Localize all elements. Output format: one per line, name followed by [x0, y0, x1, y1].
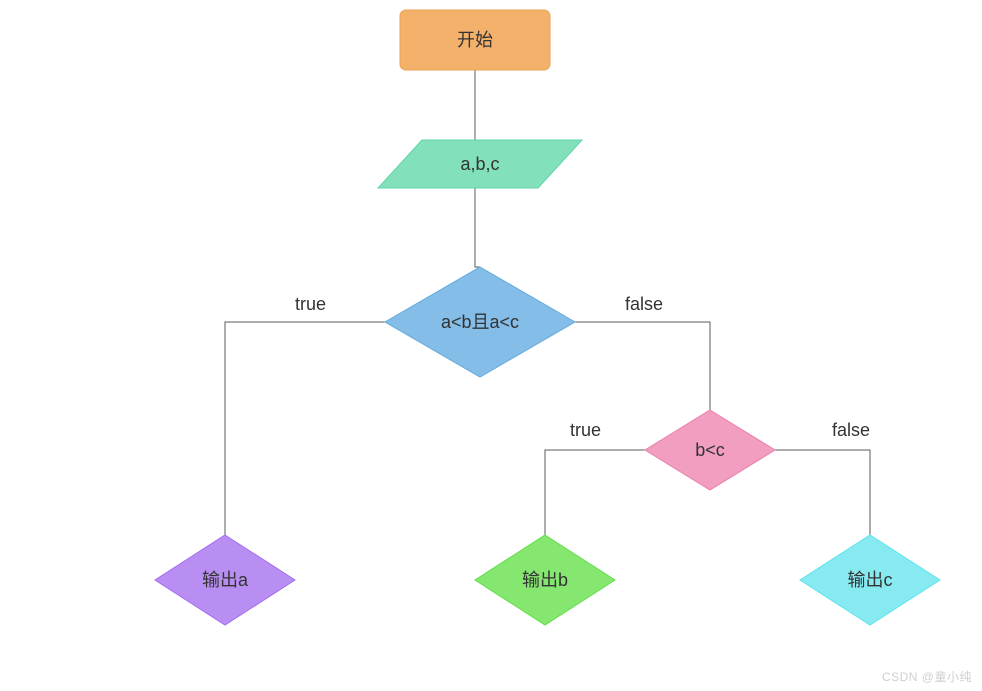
node-decision-2-label: b<c	[695, 440, 725, 460]
node-output-b-label: 输出b	[522, 570, 568, 590]
edge-e5	[545, 450, 645, 535]
edge-e3	[225, 322, 385, 535]
watermark-text: CSDN @童小纯	[882, 668, 972, 685]
edge-label-dec1-true: true	[295, 294, 326, 315]
node-output-c-label: 输出c	[848, 570, 893, 590]
node-decision-1-label: a<b且a<c	[441, 312, 519, 332]
edge-label-dec2-false: false	[832, 420, 870, 441]
edge-label-dec1-false: false	[625, 294, 663, 315]
node-start-label: 开始	[457, 30, 493, 50]
edge-e4	[575, 322, 710, 410]
node-output-a-label: 输出a	[202, 570, 249, 590]
edge-e6	[775, 450, 870, 535]
flowchart-canvas: 开始 a,b,c a<b且a<c b<c 输出a 输出b 输出c	[0, 0, 982, 691]
node-input-label: a,b,c	[460, 154, 499, 174]
edge-e2	[475, 188, 480, 267]
edge-label-dec2-true: true	[570, 420, 601, 441]
